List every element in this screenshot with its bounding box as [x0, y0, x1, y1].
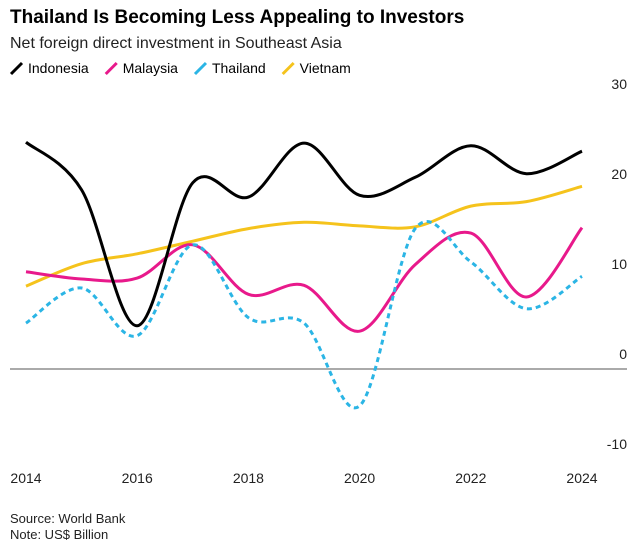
x-tick-label: 2022 [455, 470, 486, 486]
source: Source: World Bank [10, 511, 126, 526]
legend-swatch [104, 61, 118, 76]
series-line [25, 141, 583, 328]
legend: Indonesia Malaysia Thailand Vietnam [9, 60, 351, 76]
y-tick-label: 30 [611, 76, 627, 92]
chart-title: Thailand Is Becoming Less Appealing to I… [10, 7, 464, 28]
note: Note: US$ Billion [10, 527, 108, 542]
x-tick-label: 2016 [122, 470, 153, 486]
series-line [25, 220, 583, 410]
y-tick-label: 0 [619, 346, 627, 362]
legend-label: Indonesia [28, 60, 89, 76]
x-tick-label: 2018 [233, 470, 264, 486]
legend-swatch [9, 61, 24, 76]
legend-swatch [281, 61, 295, 76]
legend-label: Vietnam [300, 60, 351, 76]
legend-label: Thailand [212, 60, 266, 76]
x-tick-label: 2024 [566, 470, 597, 486]
x-tick-label: 2014 [10, 470, 41, 486]
y-tick-label: -10 [607, 436, 627, 452]
x-tick-label: 2020 [344, 470, 375, 486]
legend-swatch [193, 61, 208, 76]
y-tick-label: 20 [611, 166, 627, 182]
series-line [25, 226, 584, 333]
series-line [25, 184, 583, 288]
y-tick-label: 10 [611, 256, 627, 272]
legend-label: Malaysia [123, 60, 178, 76]
chart-subtitle: Net foreign direct investment in Southea… [10, 35, 342, 52]
